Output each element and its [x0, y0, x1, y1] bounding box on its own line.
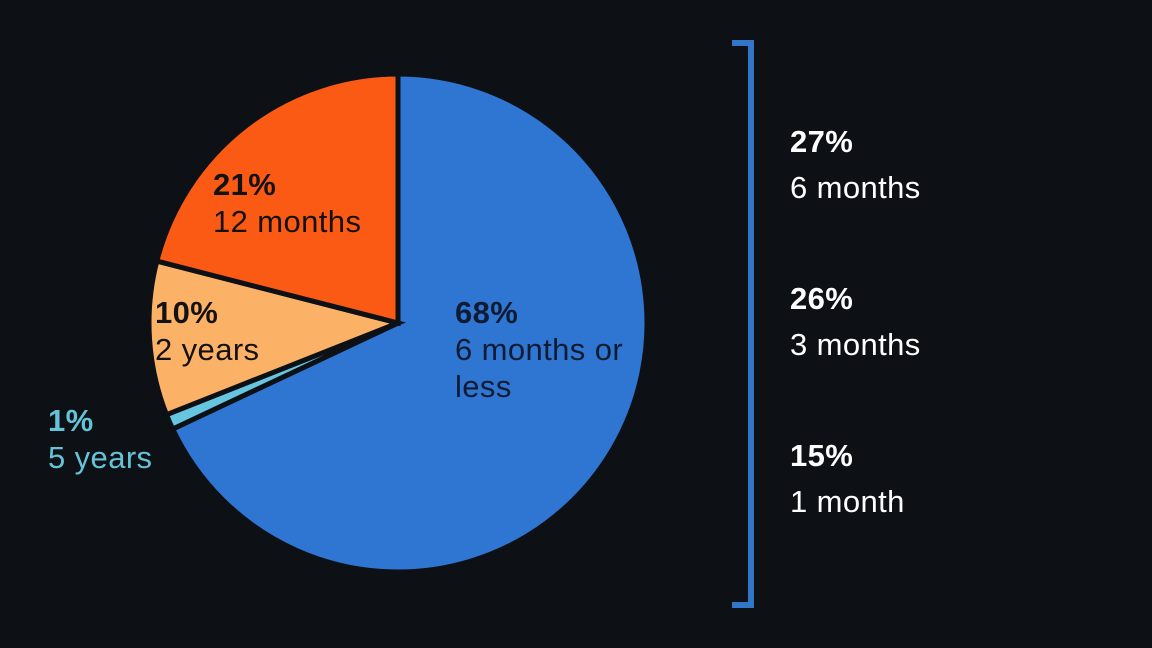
pie-slice-12-months	[153, 71, 401, 327]
slice-pct-5-years: 1%	[48, 403, 94, 438]
slice-pct-12-months: 21%	[213, 167, 277, 202]
breakdown-label-6-months: 6 months	[790, 170, 921, 205]
breakdown-item-1-month: 15% 1 month	[790, 433, 905, 525]
pie-slice-2-years	[146, 258, 407, 418]
breakdown-pct-6-months: 27%	[790, 124, 854, 159]
slice-label-5-years: 1% 5 years	[48, 402, 152, 476]
slice-name-5-years: 5 years	[48, 440, 153, 475]
slice-name-2-years: 2 years	[155, 332, 260, 367]
slice-name-12-months: 12 months	[213, 204, 362, 239]
breakdown-pct-1-month: 15%	[790, 438, 854, 473]
breakdown-item-6-months: 27% 6 months	[790, 119, 921, 211]
breakdown-label-1-month: 1 month	[790, 484, 905, 519]
slice-pct-2-years: 10%	[155, 295, 219, 330]
slice-pct-6-months-or-less: 68%	[455, 295, 519, 330]
breakdown-pct-3-months: 26%	[790, 281, 854, 316]
breakdown-bracket	[732, 40, 754, 608]
breakdown-item-3-months: 26% 3 months	[790, 276, 921, 368]
breakdown-label-3-months: 3 months	[790, 327, 921, 362]
slice-label-2-years: 10% 2 years	[155, 294, 259, 368]
pie-slice-6-months-or-less	[169, 71, 650, 575]
slice-label-12-months: 21% 12 months	[213, 166, 361, 240]
slice-name-6-months-or-less: 6 months or less	[455, 332, 624, 404]
slice-label-6-months-or-less: 68% 6 months or less	[455, 294, 625, 405]
